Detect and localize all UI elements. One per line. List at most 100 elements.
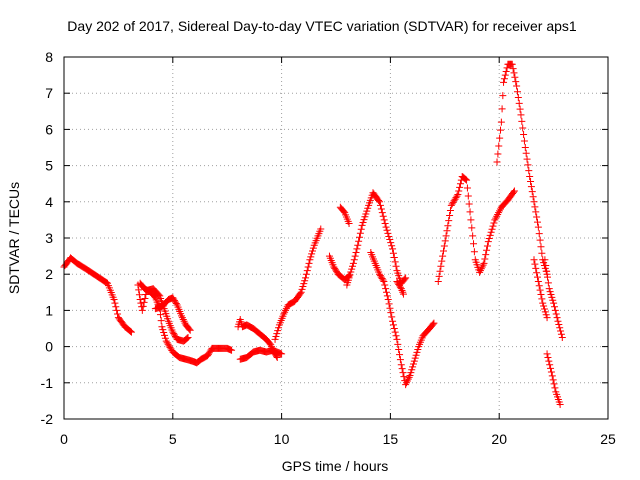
data-point	[278, 350, 286, 358]
data-point	[436, 267, 444, 275]
data-point	[462, 175, 470, 183]
data-point	[179, 315, 187, 323]
data-point	[556, 324, 564, 332]
data-point	[332, 266, 340, 274]
data-point	[548, 372, 556, 380]
data-point	[550, 299, 558, 307]
data-point	[393, 277, 401, 285]
data-point	[396, 282, 404, 290]
data-point	[534, 277, 542, 285]
data-points	[60, 60, 566, 409]
data-point	[530, 256, 538, 264]
data-point	[545, 285, 553, 293]
data-point	[491, 216, 499, 224]
data-point	[541, 308, 549, 316]
data-point	[385, 300, 393, 308]
data-point	[156, 311, 164, 319]
y-tick-label: 6	[45, 121, 53, 137]
data-point	[404, 375, 412, 383]
data-point	[527, 183, 535, 191]
data-point	[397, 361, 405, 369]
data-point	[515, 99, 523, 107]
data-point	[412, 351, 420, 359]
data-point	[399, 288, 407, 296]
x-axis-label: GPS time / hours	[282, 458, 389, 474]
data-point	[309, 244, 317, 252]
data-point	[439, 247, 447, 255]
data-point	[531, 260, 539, 268]
data-point	[414, 345, 422, 353]
data-point	[489, 222, 497, 230]
data-point	[161, 334, 169, 342]
data-point	[308, 250, 316, 258]
data-point	[140, 298, 148, 306]
data-point	[228, 346, 236, 354]
data-point	[171, 298, 179, 306]
data-point	[543, 267, 551, 275]
data-point	[185, 325, 193, 333]
data-point	[541, 256, 549, 264]
data-point	[528, 188, 536, 196]
data-point	[470, 248, 478, 256]
data-point	[351, 252, 359, 260]
data-point	[388, 242, 396, 250]
data-point	[267, 341, 275, 349]
data-point	[542, 262, 550, 270]
data-point	[534, 223, 542, 231]
y-tick-label: -2	[41, 411, 54, 427]
data-point	[281, 308, 289, 316]
data-point	[478, 263, 486, 271]
data-point	[364, 204, 372, 212]
data-point	[533, 269, 541, 277]
x-tick-label: 0	[60, 431, 68, 447]
data-point	[388, 313, 396, 321]
data-point	[376, 201, 384, 209]
data-point	[389, 317, 397, 325]
data-point	[454, 191, 462, 199]
data-point	[114, 310, 122, 318]
data-point	[435, 272, 443, 280]
data-point	[389, 249, 397, 257]
data-point	[384, 296, 392, 304]
data-point	[485, 235, 493, 243]
data-point	[403, 379, 411, 387]
data-point	[540, 302, 548, 310]
data-point	[135, 286, 143, 294]
data-point	[513, 82, 521, 90]
data-point	[301, 277, 309, 285]
data-point	[170, 295, 178, 303]
data-point	[443, 227, 451, 235]
data-point	[180, 317, 188, 325]
data-point	[280, 310, 288, 318]
data-point	[497, 126, 505, 134]
data-point	[378, 209, 386, 217]
data-point	[127, 328, 135, 336]
data-point	[296, 290, 304, 298]
data-point	[549, 296, 557, 304]
data-point	[527, 178, 535, 186]
data-point	[540, 305, 548, 313]
data-point	[495, 209, 503, 217]
data-point	[490, 219, 498, 227]
data-point	[138, 306, 146, 314]
data-point	[159, 326, 167, 334]
data-point	[380, 277, 388, 285]
data-point	[304, 263, 312, 271]
data-point	[555, 321, 563, 329]
data-point	[545, 357, 553, 365]
data-point	[348, 265, 356, 273]
y-tick-label: 1	[45, 302, 53, 318]
data-point	[430, 319, 438, 327]
data-point	[397, 285, 405, 293]
data-point	[376, 272, 384, 280]
data-point	[554, 317, 562, 325]
data-point	[394, 340, 402, 348]
data-point	[463, 176, 471, 184]
data-point	[182, 335, 190, 343]
data-point	[483, 242, 491, 250]
data-point	[470, 240, 478, 248]
data-point	[204, 350, 212, 358]
data-point	[438, 257, 446, 265]
data-point	[306, 256, 314, 264]
data-point	[520, 137, 528, 145]
